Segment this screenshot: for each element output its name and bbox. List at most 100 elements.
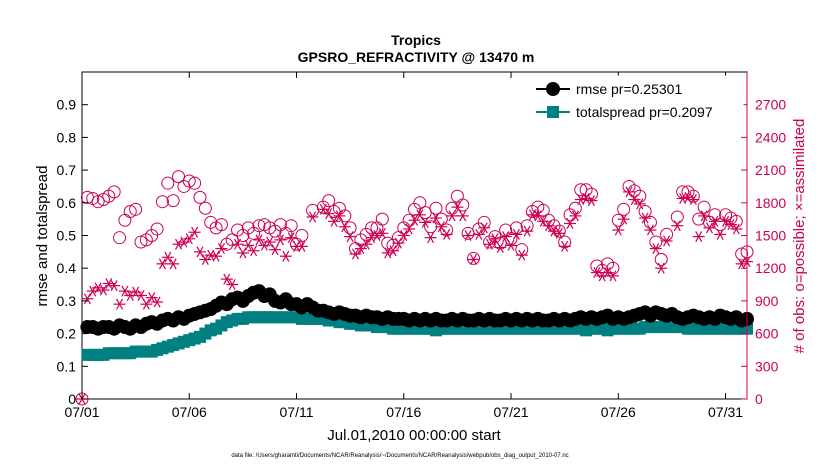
- obs-assimilated-point: [183, 233, 196, 245]
- obs-assimilated-stroke: [153, 296, 161, 308]
- obs-assimilated-stroke: [491, 233, 499, 245]
- obs-assimilated-stroke: [443, 228, 451, 240]
- obs-assimilated-point: [499, 231, 512, 243]
- obs-assimilated-stroke: [609, 270, 617, 282]
- obs-assimilated-point: [193, 246, 206, 258]
- obs-possible-point: [413, 196, 427, 210]
- obs-assimilated-stroke: [555, 227, 563, 239]
- legend-totalspread-label: totalspread pr=0.2097: [576, 104, 713, 120]
- obs-assimilated-point: [113, 298, 126, 310]
- y-right-tick-label: 0: [755, 391, 763, 407]
- obs-assimilated-stroke: [110, 280, 118, 292]
- y-right-tick-label: 2100: [755, 162, 786, 178]
- obs-possible-point: [188, 176, 202, 190]
- chart-subtitle: GPSRO_REFRACTIVITY @ 13470 m: [298, 49, 535, 65]
- obs-assimilated-stroke: [475, 228, 483, 240]
- obs-assimilated-point: [269, 244, 282, 256]
- obs-assimilated-point: [151, 296, 164, 308]
- obs-assimilated-point: [569, 210, 582, 222]
- obs-assimilated-stroke: [486, 238, 494, 250]
- obs-assimilated-stroke: [373, 230, 381, 241]
- x-tick-label: 07/01: [64, 404, 99, 420]
- obs-assimilated-stroke: [480, 222, 488, 234]
- obs-assimilated-point: [628, 194, 641, 206]
- obs-possible-point: [134, 235, 148, 249]
- y-axis-left-label: rmse and totalspread: [34, 166, 51, 307]
- obs-assimilated-stroke: [228, 279, 236, 291]
- obs-assimilated-point: [676, 192, 689, 204]
- obs-assimilated-stroke: [614, 224, 622, 236]
- obs-possible-point: [150, 222, 164, 236]
- y-axis-right-label: # of obs: o=possible; ×=assimilated: [791, 119, 808, 354]
- y-left-tick-label: 0.4: [57, 260, 77, 276]
- y-right-tick-label: 1800: [755, 195, 786, 211]
- legend-box: [528, 75, 744, 125]
- obs-possible-point: [284, 219, 298, 233]
- obs-assimilated-stroke: [646, 224, 654, 236]
- obs-assimilated-stroke: [341, 221, 349, 233]
- obs-assimilated-point: [252, 234, 265, 246]
- obs-assimilated-stroke: [266, 236, 274, 248]
- obs-assimilated-stroke: [148, 292, 156, 304]
- obs-assimilated-stroke: [239, 247, 247, 259]
- obs-possible-point: [365, 221, 379, 235]
- obs-assimilated-point: [494, 241, 507, 253]
- obs-assimilated-point: [510, 228, 523, 240]
- y-axis-left: 0 0.1 0.2 0.3 0.4 0.5 0.6 0.7 0.8 0.9: [57, 97, 88, 407]
- obs-assimilated-point: [295, 240, 308, 252]
- y-right-tick-label: 600: [755, 326, 779, 342]
- obs-assimilated-stroke: [539, 215, 547, 227]
- obs-assimilated-point: [419, 216, 432, 228]
- obs-possible-point: [198, 201, 212, 215]
- obs-assimilated-point: [349, 248, 362, 260]
- obs-assimilated-point: [403, 223, 416, 235]
- x-tick-label: 07/21: [494, 404, 529, 420]
- obs-assimilated-point: [108, 280, 121, 292]
- obs-assimilated-point: [456, 210, 469, 222]
- obs-assimilated-stroke: [716, 228, 724, 240]
- obs-assimilated-point: [145, 292, 158, 304]
- obs-assimilated-stroke: [528, 209, 537, 221]
- obs-assimilated-stroke: [437, 221, 445, 233]
- obs-possible-point: [295, 229, 309, 242]
- obs-assimilated-point: [462, 230, 475, 241]
- obs-possible-point: [252, 219, 266, 233]
- obs-assimilated-stroke: [287, 232, 295, 244]
- obs-assimilated-point: [526, 209, 539, 221]
- obs-assimilated-stroke: [700, 210, 708, 222]
- obs-assimilated-stroke: [663, 235, 671, 247]
- obs-assimilated-point: [226, 279, 239, 291]
- obs-assimilated-point: [247, 245, 260, 257]
- obs-assimilated-point: [413, 209, 426, 221]
- obs-assimilated-stroke: [502, 231, 510, 243]
- obs-assimilated-point: [322, 208, 335, 220]
- obs-possible-point: [161, 176, 175, 190]
- obs-assimilated-stroke: [255, 234, 263, 246]
- legend-rmse-label: rmse pr=0.25301: [576, 81, 682, 97]
- obs-assimilated-stroke: [657, 262, 665, 274]
- obs-possible-point: [155, 195, 169, 209]
- y-right-tick-label: 2400: [755, 129, 786, 145]
- obs-assimilated-stroke: [282, 250, 290, 262]
- y-right-tick-label: 1500: [755, 228, 786, 244]
- obs-assimilated-point: [360, 238, 373, 250]
- obs-assimilated-stroke: [604, 267, 612, 279]
- obs-assimilated-stroke: [201, 253, 209, 265]
- obs-assimilated-point: [134, 289, 147, 301]
- obs-assimilated-stroke: [416, 209, 424, 221]
- obs-assimilated-point: [167, 258, 180, 270]
- obs-assimilated-stroke: [448, 210, 456, 222]
- y-left-tick-label: 0.8: [57, 129, 77, 145]
- obs-assimilated-point: [623, 186, 636, 198]
- obs-assimilated-stroke: [727, 219, 735, 231]
- obs-assimilated-point: [387, 245, 400, 257]
- obs-assimilated-point: [446, 210, 459, 222]
- obs-assimilated-point: [397, 230, 410, 241]
- obs-assimilated-stroke: [641, 212, 649, 224]
- y-axis-right: 0 300 600 900 1200 1500 1800 2100 2400 2700: [741, 72, 786, 407]
- obs-assimilated-stroke: [593, 267, 601, 279]
- obs-possible-point: [466, 251, 480, 265]
- obs-assimilated-stroke: [137, 289, 145, 301]
- y-right-tick-label: 300: [755, 358, 779, 374]
